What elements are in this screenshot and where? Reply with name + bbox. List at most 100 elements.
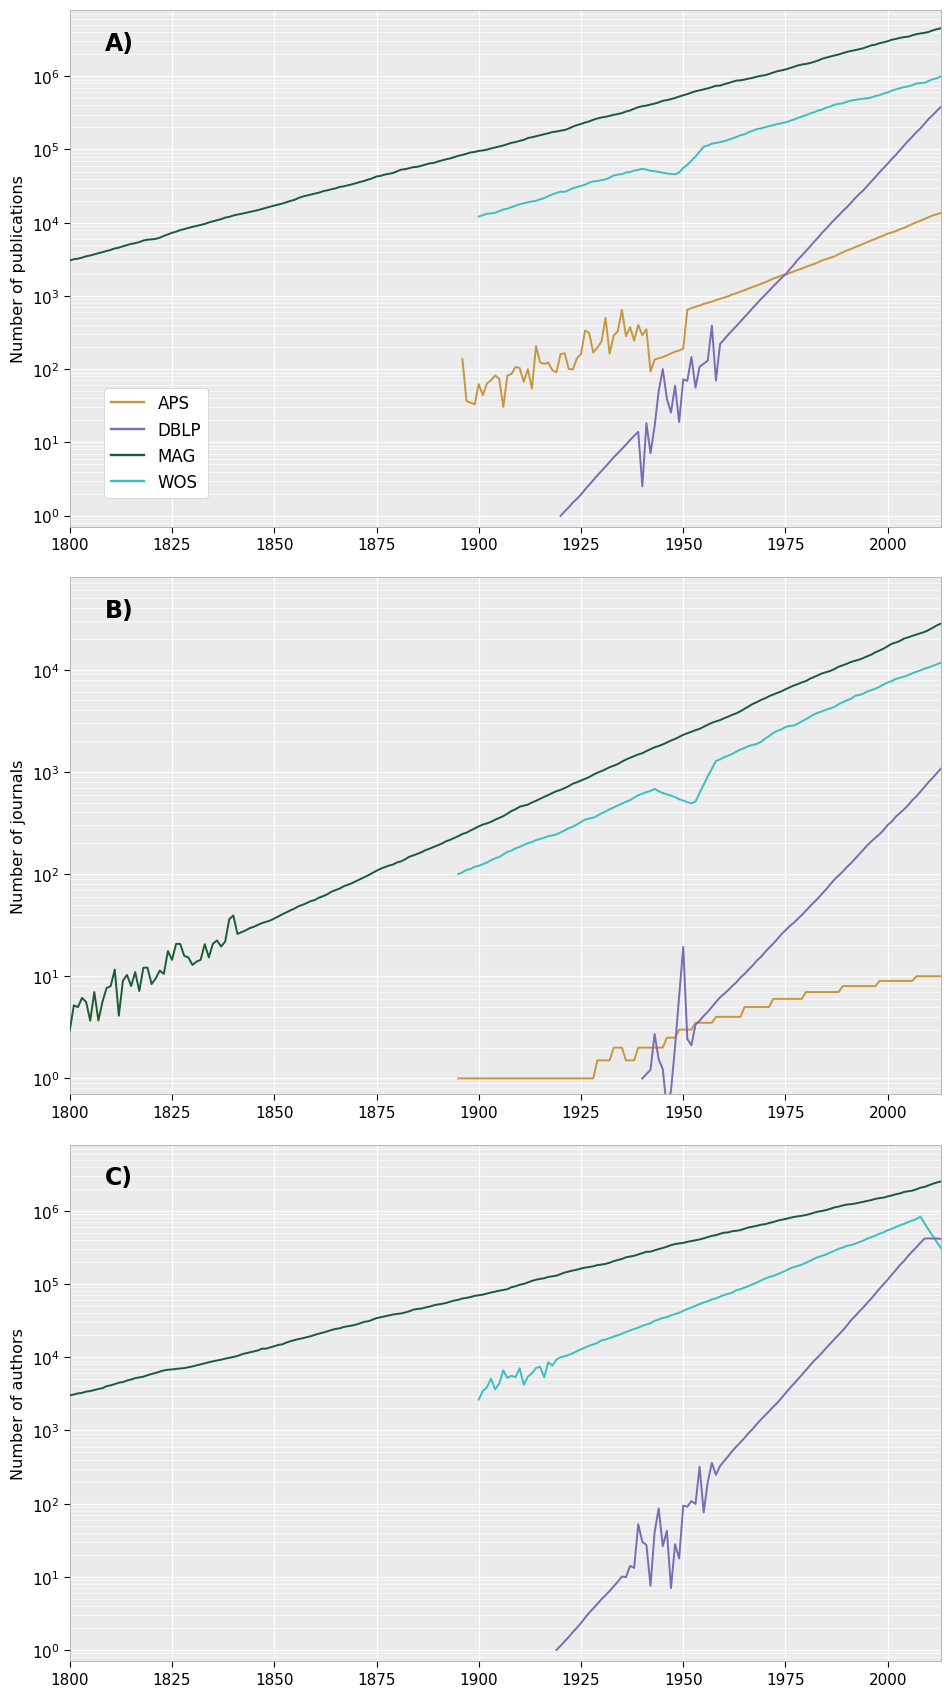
MAG: [436, 151, 447, 171]
WOS: [473, 207, 485, 228]
APS: [452, 1068, 464, 1088]
WOS: [653, 163, 664, 183]
Text: C): C): [105, 1165, 132, 1190]
WOS: [473, 1389, 485, 1409]
MAG: [379, 1306, 390, 1326]
WOS: [804, 706, 816, 727]
DBLP: [653, 382, 664, 402]
APS: [935, 204, 946, 224]
DBLP: [922, 1228, 934, 1248]
WOS: [824, 1243, 836, 1263]
WOS: [604, 168, 615, 188]
DBLP: [621, 1567, 632, 1588]
MAG: [935, 19, 946, 39]
MAG: [935, 1172, 946, 1192]
MAG: [436, 834, 447, 854]
MAG: [608, 105, 620, 126]
MAG: [608, 1251, 620, 1272]
Line: DBLP: DBLP: [557, 1238, 941, 1650]
MAG: [739, 700, 750, 720]
MAG: [64, 1386, 75, 1406]
WOS: [935, 68, 946, 88]
WOS: [551, 825, 563, 846]
Line: DBLP: DBLP: [643, 769, 941, 1109]
DBLP: [702, 1002, 713, 1022]
WOS: [600, 1330, 611, 1350]
APS: [837, 243, 848, 263]
DBLP: [804, 897, 816, 917]
APS: [842, 976, 853, 997]
APS: [514, 358, 526, 379]
MAG: [935, 615, 946, 635]
DBLP: [842, 199, 853, 219]
APS: [804, 981, 816, 1002]
MAG: [829, 659, 841, 679]
MAG: [739, 70, 750, 90]
MAG: [502, 134, 513, 155]
MAG: [436, 1294, 447, 1314]
Line: WOS: WOS: [479, 1217, 941, 1399]
WOS: [935, 654, 946, 674]
MAG: [64, 1020, 75, 1041]
Text: B): B): [105, 599, 133, 623]
DBLP: [739, 964, 750, 985]
APS: [457, 350, 468, 370]
MAG: [608, 756, 620, 776]
WOS: [452, 864, 464, 885]
Line: APS: APS: [458, 976, 941, 1078]
MAG: [502, 1279, 513, 1299]
WOS: [915, 1207, 926, 1228]
WOS: [604, 800, 615, 820]
DBLP: [555, 506, 566, 526]
WOS: [600, 170, 611, 190]
WOS: [653, 1309, 664, 1330]
Line: WOS: WOS: [479, 78, 941, 217]
APS: [604, 1051, 615, 1071]
DBLP: [661, 1099, 672, 1119]
DBLP: [567, 1622, 579, 1642]
APS: [829, 246, 841, 267]
DBLP: [935, 1229, 946, 1250]
APS: [865, 976, 877, 997]
DBLP: [783, 260, 795, 280]
APS: [792, 260, 803, 280]
WOS: [842, 691, 853, 711]
APS: [559, 345, 570, 365]
DBLP: [837, 1321, 848, 1341]
DBLP: [808, 893, 820, 914]
WOS: [935, 1238, 946, 1258]
Y-axis label: Number of journals: Number of journals: [11, 759, 26, 914]
WOS: [824, 97, 836, 117]
Text: A): A): [105, 32, 133, 56]
Legend: APS, DBLP, MAG, WOS: APS, DBLP, MAG, WOS: [104, 389, 208, 499]
DBLP: [911, 786, 922, 807]
WOS: [526, 1363, 538, 1384]
APS: [625, 318, 636, 338]
DBLP: [935, 759, 946, 779]
MAG: [379, 857, 390, 878]
Line: MAG: MAG: [69, 1182, 941, 1396]
DBLP: [621, 435, 632, 455]
Line: APS: APS: [463, 214, 941, 408]
Line: MAG: MAG: [69, 29, 941, 261]
APS: [551, 1068, 563, 1088]
MAG: [829, 1197, 841, 1217]
DBLP: [706, 997, 718, 1017]
MAG: [502, 803, 513, 824]
Y-axis label: Number of authors: Number of authors: [11, 1328, 26, 1479]
DBLP: [714, 335, 725, 355]
DBLP: [702, 351, 713, 372]
DBLP: [935, 98, 946, 119]
Line: DBLP: DBLP: [561, 109, 941, 516]
APS: [735, 1007, 746, 1027]
DBLP: [551, 1640, 563, 1661]
WOS: [865, 681, 877, 701]
APS: [498, 397, 509, 418]
DBLP: [637, 1068, 648, 1088]
MAG: [64, 251, 75, 272]
Line: WOS: WOS: [458, 664, 941, 874]
WOS: [604, 1328, 615, 1348]
MAG: [379, 165, 390, 185]
WOS: [526, 192, 538, 212]
DBLP: [833, 1324, 844, 1345]
